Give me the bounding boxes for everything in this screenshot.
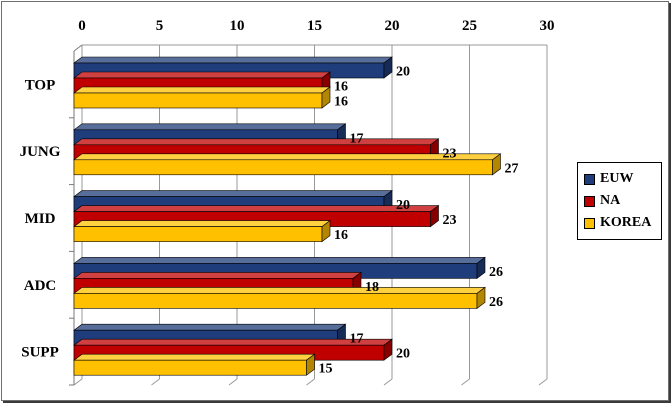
bar-end-supp-korea [306,353,315,376]
bar-adc-korea [73,286,486,309]
data-label-mid-na: 23 [443,213,457,228]
y-tick-label-mid: MID [25,211,56,227]
bar-top-mid-na [73,205,440,212]
data-label-top-na: 16 [334,80,348,95]
data-label-top-euw: 20 [396,65,410,80]
bar-end-jung-korea [492,153,501,176]
grid-depth-15 [306,378,315,386]
grid-depth-10 [228,378,238,386]
x-tick-label-30: 30 [540,18,555,34]
bar-end-adc-korea [476,286,486,309]
bar-end-mid-korea [321,220,331,243]
bar-end-mid-na [430,205,439,228]
bar-top-jung-euw [73,123,347,131]
legend-item-na: NA [584,190,661,212]
bar-top-supp-na [73,338,393,346]
legend-swatch-na [584,195,595,207]
x-tick-label-10: 10 [230,18,245,34]
bar-top-adc-euw [73,257,486,264]
bar-layer [73,56,502,376]
y-tick-label-supp: SUPP [21,345,59,361]
bar-top-supp-korea [73,353,316,361]
data-label-jung-euw: 17 [350,131,364,146]
grid-depth-25 [461,378,470,386]
bar-front-mid-korea [73,226,323,242]
data-label-adc-euw: 26 [489,265,503,280]
bar-top-korea [73,86,331,109]
bar-top-adc-na [73,272,362,279]
y-tick-label-top: TOP [25,77,56,93]
bar-top-top-korea [73,86,331,94]
bar-top-mid-korea [73,220,331,227]
data-label-top-korea: 16 [334,95,348,110]
legend-swatch-korea [584,217,595,229]
bar-front-jung-korea [73,159,493,176]
bar-front-top-korea [73,92,323,109]
legend-label-euw: EUW [600,171,634,186]
data-label-mid-euw: 20 [396,198,410,213]
bar-supp-korea [73,353,316,376]
x-tick-label-5: 5 [156,18,164,34]
bar-top-top-na [73,71,331,79]
data-label-jung-na: 23 [443,146,457,161]
legend: EUW NA KOREA [577,162,662,240]
bar-front-adc-korea [73,293,478,309]
legend-label-korea: KOREA [600,215,652,230]
grid-depth-30 [538,378,548,386]
y-axis-depth-top [73,44,83,52]
x-tick-label-0: 0 [78,18,86,34]
legend-label-na: NA [600,193,621,208]
data-label-mid-korea: 16 [334,228,348,243]
grid-depth-5 [151,378,160,386]
data-label-supp-euw: 17 [350,332,364,347]
data-label-adc-korea: 26 [489,295,503,310]
bar-top-top-euw [73,56,393,64]
bar-end-top-korea [321,86,331,109]
data-label-jung-korea: 27 [505,161,519,176]
bar-top-jung-na [73,138,440,146]
bar-top-jung-korea [73,153,502,161]
legend-item-korea: KOREA [584,212,661,234]
bar-end-top-euw [383,56,393,79]
y-tick-label-jung: JUNG [20,144,61,160]
grid-depth-0 [73,378,83,386]
data-label-adc-na: 18 [365,280,379,295]
y-tick-label-adc: ADC [24,278,57,294]
grid-depth-20 [383,378,393,386]
bar-front-supp-korea [73,359,307,376]
legend-item-euw: EUW [584,168,661,190]
x-tick-label-15: 15 [307,18,322,34]
bar-end-supp-na [383,338,393,361]
bar-top-supp-euw [73,323,347,331]
bar-top-adc-korea [73,287,486,294]
legend-swatch-euw [584,173,595,185]
x-tick-label-20: 20 [385,18,400,34]
bar-mid-korea [73,220,331,243]
bar-end-adc-euw [476,256,486,279]
bar-top-mid-euw [73,190,393,197]
data-label-supp-korea: 15 [319,362,333,377]
x-tick-label-25: 25 [462,18,477,34]
data-label-supp-na: 20 [396,347,410,362]
bar-jung-korea [73,153,502,176]
